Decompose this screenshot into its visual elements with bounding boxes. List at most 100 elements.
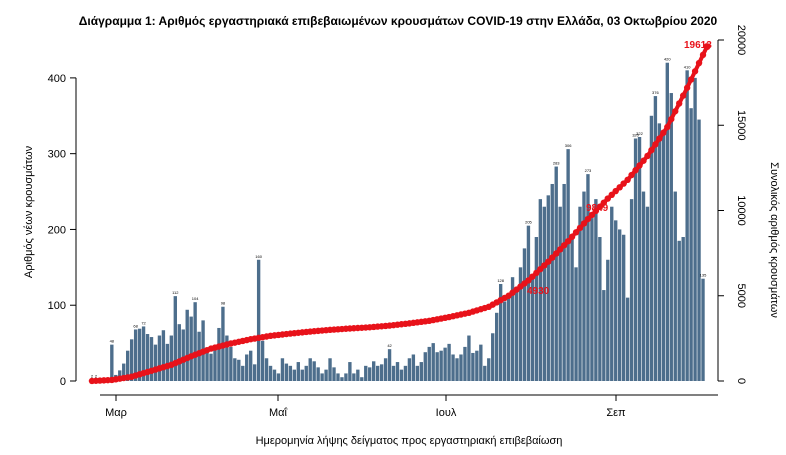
bar-value-label: 48	[110, 339, 115, 344]
bar	[399, 369, 404, 381]
bar-value-label: 410	[684, 64, 691, 69]
bar-value-label: 320	[632, 133, 639, 138]
bar	[518, 267, 523, 381]
right-tick-label: 0	[735, 378, 747, 384]
cumulative-point	[664, 123, 671, 131]
right-tick-label: 15000	[735, 110, 747, 141]
bar	[491, 333, 495, 381]
bar	[161, 330, 166, 381]
bar	[383, 358, 388, 381]
bar	[439, 350, 443, 381]
cumulative-point	[656, 135, 663, 142]
left-tick-label: 200	[48, 224, 66, 236]
bar	[594, 199, 598, 381]
bar	[669, 93, 673, 381]
bar	[530, 274, 535, 381]
bar	[558, 206, 562, 381]
bar	[149, 337, 154, 381]
bar	[495, 312, 499, 381]
bar	[391, 365, 396, 381]
bar-value-label: 283	[553, 161, 560, 166]
bar	[225, 335, 229, 381]
left-tick-label: 0	[60, 376, 66, 388]
bars-group	[90, 62, 705, 382]
right-axis-title: Συνολικός αριθμός κρουσμάτων	[768, 162, 780, 318]
bar	[498, 284, 503, 381]
bar	[598, 237, 602, 381]
bar	[141, 326, 146, 381]
bar-value-label: 322	[636, 131, 643, 136]
bar-value-label: 273	[585, 168, 592, 173]
bar	[110, 344, 114, 381]
cumulative-point	[560, 242, 568, 249]
bar	[368, 367, 372, 381]
bar-value-label: 420	[664, 57, 671, 62]
cumulative-point	[691, 68, 699, 75]
bar	[233, 358, 237, 381]
bar	[360, 377, 364, 381]
bar	[173, 296, 177, 381]
bar	[621, 234, 626, 381]
bar	[387, 349, 392, 381]
right-tick-label: 20000	[735, 25, 747, 56]
bar	[423, 352, 427, 381]
bar	[590, 218, 594, 381]
bar	[625, 297, 630, 381]
bar	[451, 354, 455, 381]
bar	[602, 290, 606, 381]
bar	[554, 166, 558, 381]
bar	[153, 344, 158, 381]
bar	[701, 278, 705, 381]
bar	[205, 350, 209, 381]
bar	[435, 352, 439, 381]
bar	[685, 70, 689, 381]
bar	[133, 329, 138, 381]
bar	[681, 237, 685, 381]
bar	[633, 138, 638, 381]
bar	[395, 362, 400, 381]
bar	[122, 363, 126, 381]
bar	[372, 361, 376, 381]
bar	[189, 316, 193, 381]
cumulative-point	[584, 215, 592, 223]
bar	[157, 335, 162, 381]
bar	[300, 369, 304, 381]
bar	[526, 225, 531, 381]
bar	[364, 365, 368, 381]
cumulative-point	[640, 157, 647, 164]
bar	[352, 373, 356, 381]
bar	[641, 191, 646, 381]
cumulative-point	[600, 199, 608, 206]
cumulative-point	[580, 220, 588, 227]
bar	[546, 195, 550, 381]
cumulative-point	[687, 76, 695, 83]
bar	[538, 199, 543, 381]
bar-value-label: 2	[91, 373, 94, 378]
cumulative-point	[644, 152, 651, 160]
bar	[403, 365, 408, 381]
bar	[534, 237, 539, 381]
bar	[673, 191, 677, 381]
bar	[514, 290, 519, 381]
bar-value-label: 98	[221, 301, 226, 306]
cumulative-point	[556, 246, 564, 253]
right-tick-label: 10000	[735, 195, 747, 226]
bar	[320, 373, 324, 381]
bar	[304, 365, 308, 381]
cumulative-point	[703, 43, 711, 51]
bar	[340, 377, 344, 381]
bar	[344, 373, 348, 381]
bar	[312, 361, 316, 381]
bar-value-label: 376	[652, 90, 659, 95]
bar-value-label: 68	[133, 323, 138, 328]
cumulative-point	[648, 146, 655, 154]
bar	[137, 328, 142, 381]
bar	[292, 369, 297, 381]
bar	[379, 364, 384, 381]
bar	[260, 340, 265, 381]
bar	[324, 369, 328, 381]
bar	[566, 149, 570, 381]
bar	[618, 229, 622, 381]
